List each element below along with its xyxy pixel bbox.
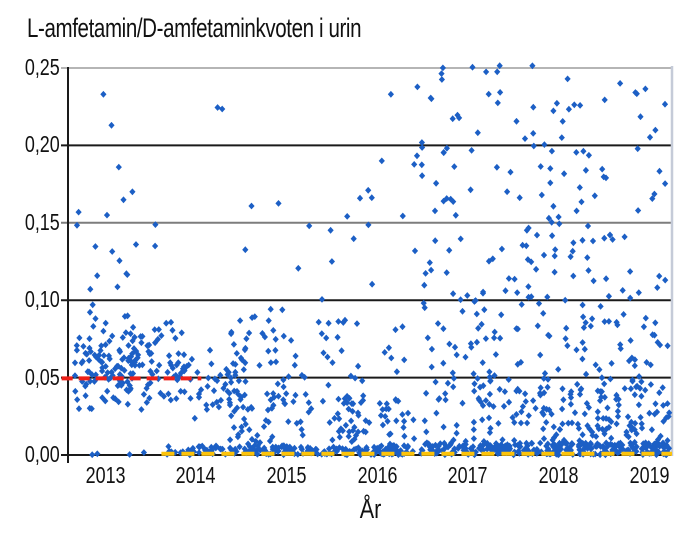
y-tick-text: 0,15 <box>25 208 60 235</box>
x-tick-text: 2016 <box>357 462 398 488</box>
scatter-points <box>71 62 673 459</box>
y-tick-label-0,00: 0,00 <box>6 443 60 466</box>
chart-title: L-amfetamin/D-amfetaminkvoten i urin <box>27 13 467 44</box>
x-tick-label-2016: 2016 <box>335 464 419 487</box>
chart-title-text: L-amfetamin/D-amfetaminkvoten i urin <box>27 13 362 43</box>
x-tick-text: 2019 <box>629 462 670 488</box>
x-tick-text: 2014 <box>175 462 216 488</box>
y-tick-label-0,10: 0,10 <box>6 288 60 311</box>
x-axis-title-text: År <box>359 494 381 524</box>
y-tick-text: 0,10 <box>25 286 60 313</box>
x-tick-label-2013: 2013 <box>63 464 147 487</box>
y-tick-text: 0,05 <box>25 363 60 390</box>
x-tick-label-2015: 2015 <box>245 464 329 487</box>
x-tick-label-2018: 2018 <box>517 464 601 487</box>
x-tick-label-2017: 2017 <box>426 464 510 487</box>
x-tick-text: 2013 <box>85 462 126 488</box>
x-tick-text: 2017 <box>447 462 488 488</box>
x-tick-text: 2015 <box>266 462 307 488</box>
y-tick-label-0,20: 0,20 <box>6 133 60 156</box>
y-tick-label-0,05: 0,05 <box>6 363 60 390</box>
y-tick-text: 0,25 <box>25 54 60 80</box>
x-tick-text: 2018 <box>538 462 579 488</box>
y-tick-label-0,15: 0,15 <box>6 208 60 235</box>
y-tick-label-0,25: 0,25 <box>6 56 60 79</box>
y-tick-text: 0,20 <box>25 131 60 158</box>
x-axis-title: År <box>328 494 412 525</box>
x-tick-label-2019: 2019 <box>607 464 691 487</box>
x-tick-label-2014: 2014 <box>154 464 238 487</box>
y-tick-text: 0,00 <box>25 441 60 467</box>
